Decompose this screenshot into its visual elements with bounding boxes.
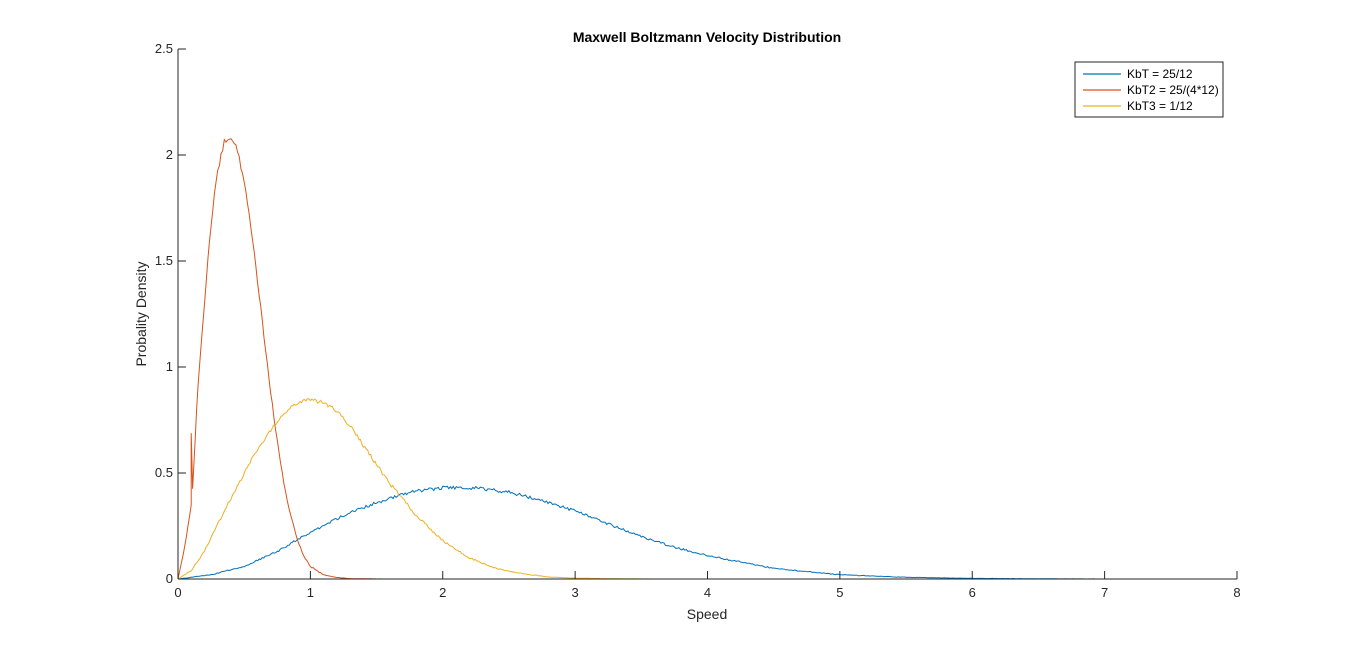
series-line-1 <box>177 485 1105 580</box>
legend-entry: KbT = 25/12 <box>1127 67 1193 81</box>
y-axis-label: Probality Density <box>133 261 149 366</box>
legend-entry: KbT2 = 25/(4*12) <box>1127 83 1219 97</box>
x-tick-label: 6 <box>969 585 976 600</box>
x-tick-label: 4 <box>704 585 711 600</box>
series-layer <box>177 138 1105 580</box>
x-axis-label: Speed <box>687 606 727 622</box>
y-tick-label: 1 <box>166 359 173 374</box>
y-tick-label: 0 <box>166 571 173 586</box>
x-tick-label: 8 <box>1233 585 1240 600</box>
legend-entry: KbT3 = 1/12 <box>1127 99 1193 113</box>
axes-layer: 0 1 2 3 4 5 6 7 8 0 0.5 1 1.5 2 2.5 <box>155 41 1241 600</box>
x-tick-label: 3 <box>572 585 579 600</box>
chart-title: Maxwell Boltzmann Velocity Distribution <box>573 29 841 45</box>
y-tick-label: 2 <box>166 147 173 162</box>
legend: KbT = 25/12 KbT2 = 25/(4*12) KbT3 = 1/12 <box>1074 61 1224 118</box>
y-tick-label: 1.5 <box>155 253 173 268</box>
x-tick-label: 7 <box>1101 585 1108 600</box>
x-tick-label: 0 <box>174 585 181 600</box>
series-line-2 <box>177 138 384 580</box>
x-tick-label: 1 <box>307 585 314 600</box>
x-tick-label: 5 <box>836 585 843 600</box>
y-tick-label: 0.5 <box>155 465 173 480</box>
y-tick-label: 2.5 <box>155 41 173 56</box>
series-line-3 <box>177 398 655 580</box>
x-tick-label: 2 <box>439 585 446 600</box>
